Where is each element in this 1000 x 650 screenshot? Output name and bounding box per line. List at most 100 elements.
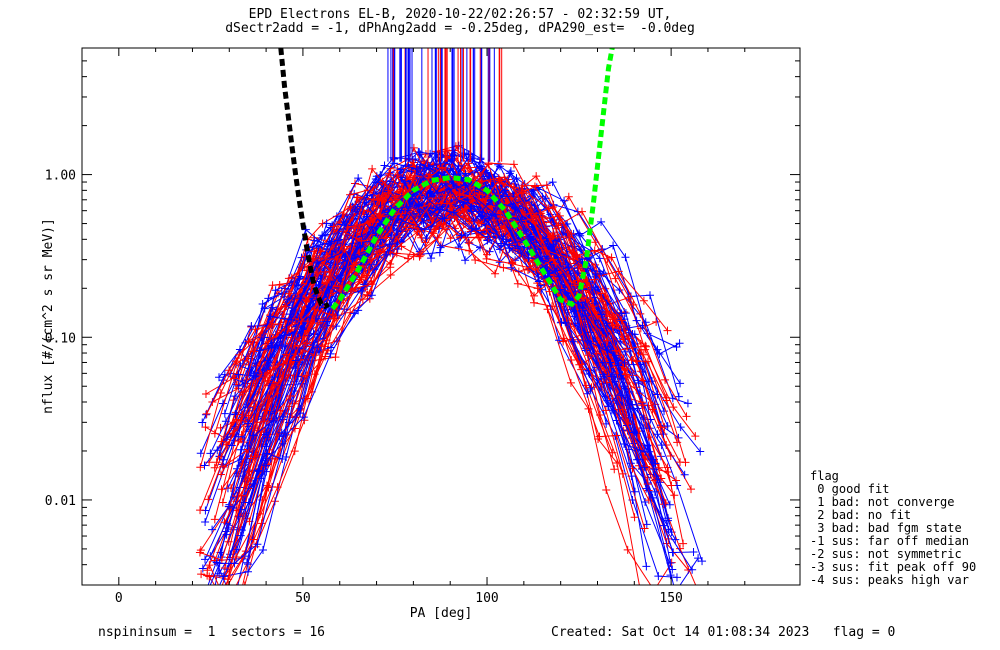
data-point-blue xyxy=(650,465,659,474)
data-point-red xyxy=(482,225,491,234)
data-point-blue xyxy=(243,567,252,576)
data-point-blue xyxy=(270,344,279,353)
data-point-red xyxy=(220,609,228,617)
data-point-blue xyxy=(339,264,348,273)
data-point-blue xyxy=(270,373,279,382)
data-point-blue xyxy=(675,339,684,348)
data-point-blue xyxy=(213,446,222,455)
data-point-red xyxy=(269,333,278,342)
data-point-red xyxy=(500,173,509,182)
data-point-red xyxy=(513,279,522,288)
data-point-blue xyxy=(581,298,590,307)
data-point-red xyxy=(661,375,670,384)
data-point-red xyxy=(555,211,564,220)
data-point-blue xyxy=(664,514,673,523)
data-point-blue xyxy=(312,259,321,268)
data-point-red xyxy=(532,172,541,181)
data-point-red xyxy=(386,271,395,280)
data-point-blue xyxy=(231,392,240,401)
data-point-red xyxy=(601,297,610,306)
data-point-blue xyxy=(234,432,243,441)
data-point-red xyxy=(331,353,340,362)
data-point-red xyxy=(196,506,205,515)
data-point-red xyxy=(266,322,275,331)
data-point-red xyxy=(655,463,664,472)
data-point-blue xyxy=(412,165,421,174)
data-point-blue xyxy=(505,243,514,252)
data-point-red xyxy=(322,336,331,345)
data-point-red xyxy=(368,164,377,173)
data-point-blue xyxy=(198,418,207,427)
data-point-blue xyxy=(554,272,563,281)
data-point-red xyxy=(639,350,648,359)
data-point-blue xyxy=(234,381,243,390)
data-point-blue xyxy=(597,217,606,226)
data-point-blue xyxy=(491,210,500,219)
series-line-red xyxy=(199,162,662,561)
peak-marker-lines xyxy=(387,48,503,162)
plot-frame xyxy=(81,47,801,586)
data-point-blue xyxy=(277,428,286,437)
data-point-blue xyxy=(628,400,637,409)
data-point-blue xyxy=(440,214,449,223)
data-point-red xyxy=(240,581,249,585)
data-point-blue xyxy=(659,521,668,530)
data-point-blue xyxy=(201,410,210,419)
data-point-red xyxy=(268,281,277,290)
data-point-red xyxy=(544,204,553,213)
data-point-red xyxy=(308,319,317,328)
data-point-red xyxy=(549,255,558,264)
data-point-blue xyxy=(215,373,224,382)
data-point-red xyxy=(447,204,456,213)
data-point-red xyxy=(569,255,578,264)
data-point-red xyxy=(250,347,259,356)
flag-legend-item: -3 sus: fit peak off 90 xyxy=(810,560,977,574)
data-point-blue xyxy=(548,178,557,187)
data-point-red xyxy=(596,410,605,419)
data-point-blue xyxy=(315,280,324,289)
data-point-blue xyxy=(524,253,533,262)
data-point-red xyxy=(232,415,241,424)
data-point-blue xyxy=(449,208,458,217)
data-point-blue xyxy=(632,316,641,325)
data-point-blue xyxy=(219,455,228,464)
data-point-red xyxy=(225,366,234,375)
data-point-red xyxy=(630,513,639,522)
data-point-blue xyxy=(198,564,207,573)
data-point-blue xyxy=(236,531,245,540)
data-point-blue xyxy=(371,178,380,187)
data-point-blue xyxy=(201,518,210,527)
data-point-blue xyxy=(578,304,587,313)
data-point-red xyxy=(382,233,391,242)
data-point-red xyxy=(682,412,691,421)
data-point-red xyxy=(530,298,539,307)
y-tick-label: 0.10 xyxy=(45,331,76,346)
data-point-blue xyxy=(689,547,698,556)
data-point-blue xyxy=(620,439,629,448)
data-point-red xyxy=(666,451,675,460)
data-point-blue xyxy=(255,346,264,355)
data-point-red xyxy=(356,221,365,230)
data-point-red xyxy=(477,177,486,186)
data-point-red xyxy=(565,232,574,241)
data-point-blue xyxy=(611,370,620,379)
chart-title-line2: dSectr2add = -1, dPhAng2add = -0.25deg, … xyxy=(225,21,695,36)
data-point-red xyxy=(203,566,212,575)
data-point-red xyxy=(549,202,558,211)
data-point-red xyxy=(607,253,616,262)
data-point-blue xyxy=(220,409,229,418)
data-point-red xyxy=(264,394,273,403)
data-point-blue xyxy=(609,241,618,250)
data-point-red xyxy=(218,498,227,507)
data-point-red xyxy=(588,302,597,311)
flag-legend-item: 3 bad: bad fgm state xyxy=(810,521,962,535)
data-point-blue xyxy=(494,160,503,169)
series-line-red xyxy=(199,167,634,468)
data-point-red xyxy=(590,246,599,255)
data-point-blue xyxy=(511,204,520,213)
data-point-blue xyxy=(666,571,675,580)
data-point-blue xyxy=(243,442,252,451)
data-point-blue xyxy=(657,441,666,450)
data-point-red xyxy=(201,389,210,398)
data-point-red xyxy=(571,281,580,290)
